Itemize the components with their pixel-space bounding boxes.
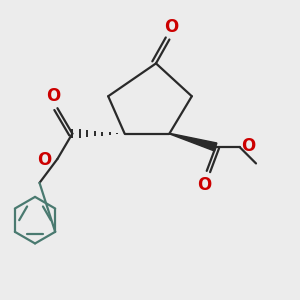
Polygon shape — [169, 133, 217, 151]
Text: O: O — [241, 136, 255, 154]
Text: O: O — [37, 152, 52, 169]
Text: O: O — [164, 18, 178, 36]
Text: O: O — [46, 87, 60, 105]
Text: O: O — [197, 176, 212, 194]
